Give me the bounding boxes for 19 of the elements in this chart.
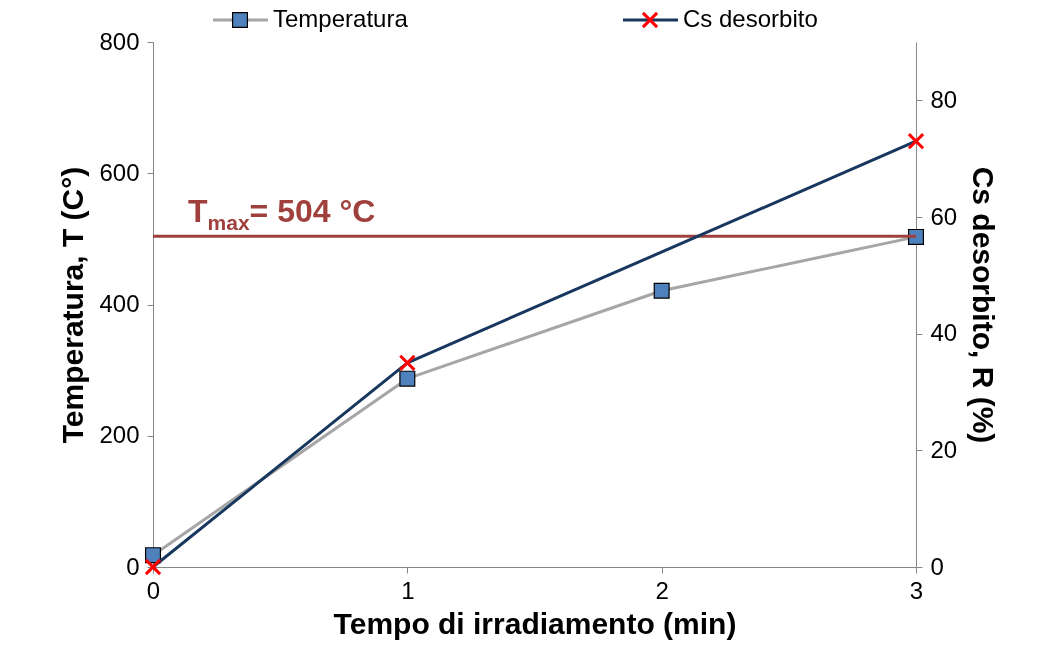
y2-tick-label: 0 xyxy=(930,552,944,580)
y2-tick-label: 40 xyxy=(930,319,958,347)
y2-tick-label: 60 xyxy=(930,202,958,230)
y-tick-label: 800 xyxy=(99,27,140,55)
y-tick-label: 0 xyxy=(126,552,140,580)
x-tick-label: 0 xyxy=(146,576,161,604)
y2-tick-label: 20 xyxy=(930,435,958,463)
y2-tick-label: 80 xyxy=(930,85,958,113)
x-axis-title: Tempo di irradiamento (min) xyxy=(333,606,737,640)
legend-label: Temperatura xyxy=(273,5,409,32)
y2-axis-title: Cs desorbito, R (%) xyxy=(967,166,1001,444)
y-tick-label: 400 xyxy=(99,290,140,317)
x-tick-label: 3 xyxy=(909,576,924,604)
y-axis-title: Temperatura, T (C°) xyxy=(56,166,90,444)
legend-label: Cs desorbito xyxy=(683,5,818,32)
x-tick-label: 2 xyxy=(655,576,669,604)
y-tick-label: 200 xyxy=(99,421,140,449)
y-tick-label: 600 xyxy=(99,158,140,186)
x-tick-label: 1 xyxy=(401,576,415,604)
